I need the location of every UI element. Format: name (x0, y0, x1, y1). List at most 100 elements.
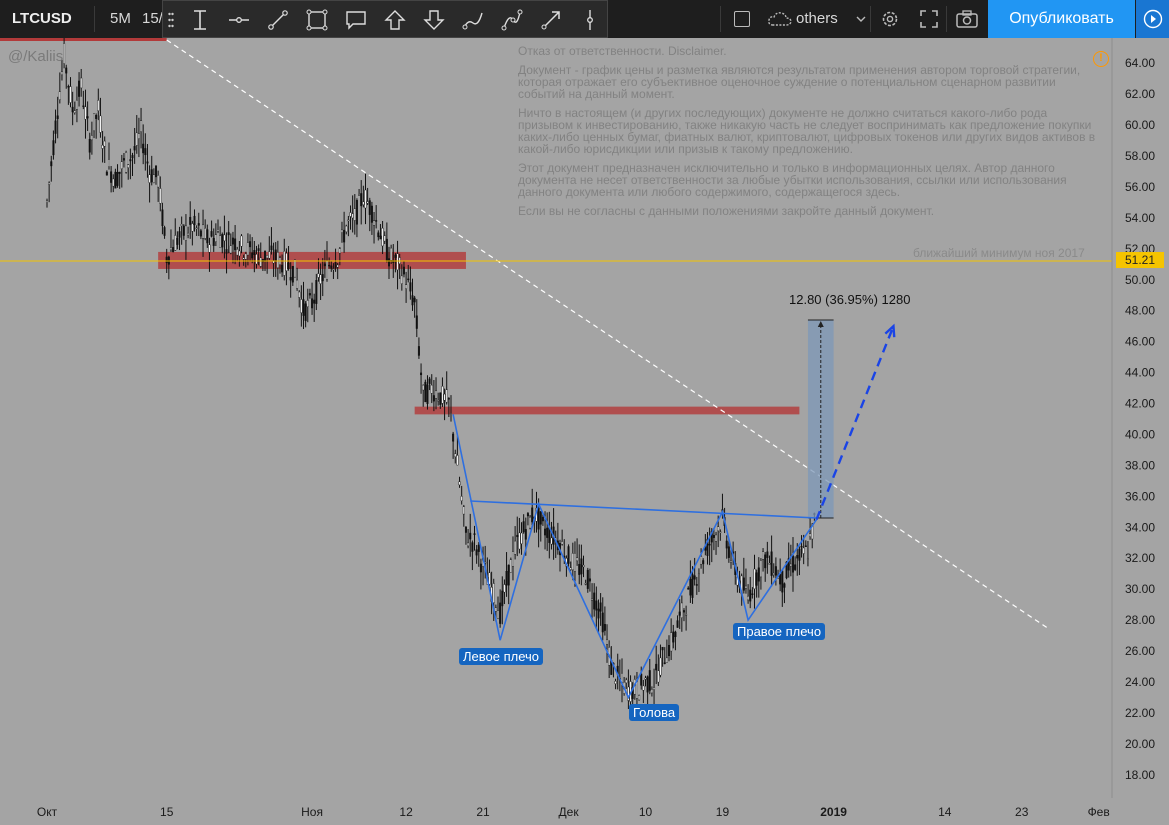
square-icon[interactable] (734, 11, 750, 27)
fullscreen-icon[interactable] (920, 10, 938, 28)
y-tick-label: 18.00 (1125, 768, 1155, 782)
candle-body (75, 99, 78, 110)
candle-body (640, 673, 643, 686)
candle-body (169, 247, 172, 251)
candle-body (606, 639, 609, 645)
candle-body (214, 234, 217, 242)
neckline[interactable] (470, 500, 817, 519)
interval-selector-2[interactable]: 15/ (142, 10, 162, 27)
candle-body (400, 275, 403, 285)
x-tick-label: 15 (160, 805, 174, 819)
tool-rectangle[interactable] (298, 1, 336, 38)
x-tick-label: 23 (1015, 805, 1029, 819)
publish-options-button[interactable] (1136, 0, 1169, 38)
cloud-icon[interactable] (768, 11, 792, 27)
left-shoulder-label: Левое плечо (459, 648, 544, 665)
candle-body (785, 561, 788, 579)
candle-body (791, 555, 794, 573)
candle-body (368, 200, 371, 215)
toolbar-divider (946, 6, 947, 32)
candle-body (432, 395, 435, 402)
candle-body (657, 670, 660, 683)
candle-body (499, 602, 502, 624)
y-tick-label: 62.00 (1125, 87, 1155, 101)
candle-body (88, 139, 91, 153)
resistance-zone[interactable] (158, 251, 466, 269)
interval-selector[interactable]: 5M (110, 10, 131, 27)
candle-body (462, 506, 465, 515)
publish-button[interactable]: Опубликовать (988, 0, 1135, 38)
alert-icon[interactable]: ! (1093, 51, 1109, 67)
candle-body (473, 533, 476, 535)
others-label[interactable]: others (796, 10, 838, 27)
candle-body (187, 232, 190, 236)
y-tick-label: 54.00 (1125, 211, 1155, 225)
candle-body (223, 234, 226, 242)
candle-body (601, 612, 604, 633)
candle-body (593, 592, 596, 610)
candle-body (383, 235, 386, 242)
disclaimer-paragraph: Документ - график цены и разметка являют… (518, 63, 1081, 101)
chevron-down-icon[interactable] (856, 16, 866, 22)
tool-arrow[interactable] (532, 1, 570, 38)
candle-body (595, 600, 598, 611)
disclaimer-paragraph: Отказ от ответственности. Disclaimer. (518, 44, 727, 58)
tool-brush[interactable] (454, 1, 492, 38)
candle-body (539, 511, 542, 525)
candle-body (103, 140, 106, 147)
tool-cursor[interactable] (181, 1, 219, 38)
candle-body (582, 565, 585, 568)
candle-body (809, 533, 812, 537)
candle-body (588, 578, 591, 582)
candle-body (655, 663, 658, 671)
price-axis[interactable] (1112, 38, 1169, 825)
candle-body (206, 229, 209, 244)
candle-body (727, 546, 730, 558)
candle-body (313, 299, 316, 304)
symbol-selector[interactable]: LTCUSD (12, 10, 72, 27)
tool-vertical-line[interactable] (571, 1, 609, 38)
drag-handle-icon[interactable] (168, 12, 174, 28)
candle-body (443, 393, 446, 401)
candle-body (266, 255, 269, 259)
candle-body (133, 146, 136, 151)
tool-trend-line[interactable] (259, 1, 297, 38)
candle-body (330, 265, 333, 269)
tool-path[interactable] (493, 1, 531, 38)
tool-callout[interactable] (337, 1, 375, 38)
toolbar-divider (94, 6, 95, 32)
candle-body (580, 558, 583, 575)
candle-body (283, 251, 286, 276)
candle-body (225, 249, 228, 254)
pattern-zigzag[interactable] (452, 414, 818, 700)
candle-body (569, 567, 572, 570)
candle-body (753, 568, 756, 589)
candle-body (50, 161, 53, 167)
camera-icon[interactable] (956, 10, 978, 28)
y-tick-label: 48.00 (1125, 304, 1155, 318)
tool-arrow-down[interactable] (415, 1, 453, 38)
candle-body (524, 529, 527, 540)
resistance-zone[interactable] (414, 406, 800, 415)
projection-arrow[interactable] (815, 325, 895, 520)
candle-body (725, 540, 728, 549)
candle-body (447, 398, 450, 400)
candle-body (439, 392, 442, 405)
tool-arrow-up[interactable] (376, 1, 414, 38)
candle-body (783, 583, 786, 588)
candle-body (544, 528, 547, 536)
candle-body (304, 303, 307, 321)
time-axis[interactable] (0, 798, 1112, 825)
candle-body (60, 71, 63, 76)
candle-body (715, 534, 718, 542)
candle-body (477, 544, 480, 552)
gear-icon[interactable] (880, 9, 900, 29)
candle-body (454, 453, 457, 457)
candle-body (122, 158, 125, 161)
x-tick-label: 19 (716, 805, 730, 819)
tool-horizontal-line[interactable] (220, 1, 258, 38)
candle-body (379, 235, 382, 240)
candle-body (541, 516, 544, 522)
downtrend-line[interactable] (166, 39, 1048, 629)
